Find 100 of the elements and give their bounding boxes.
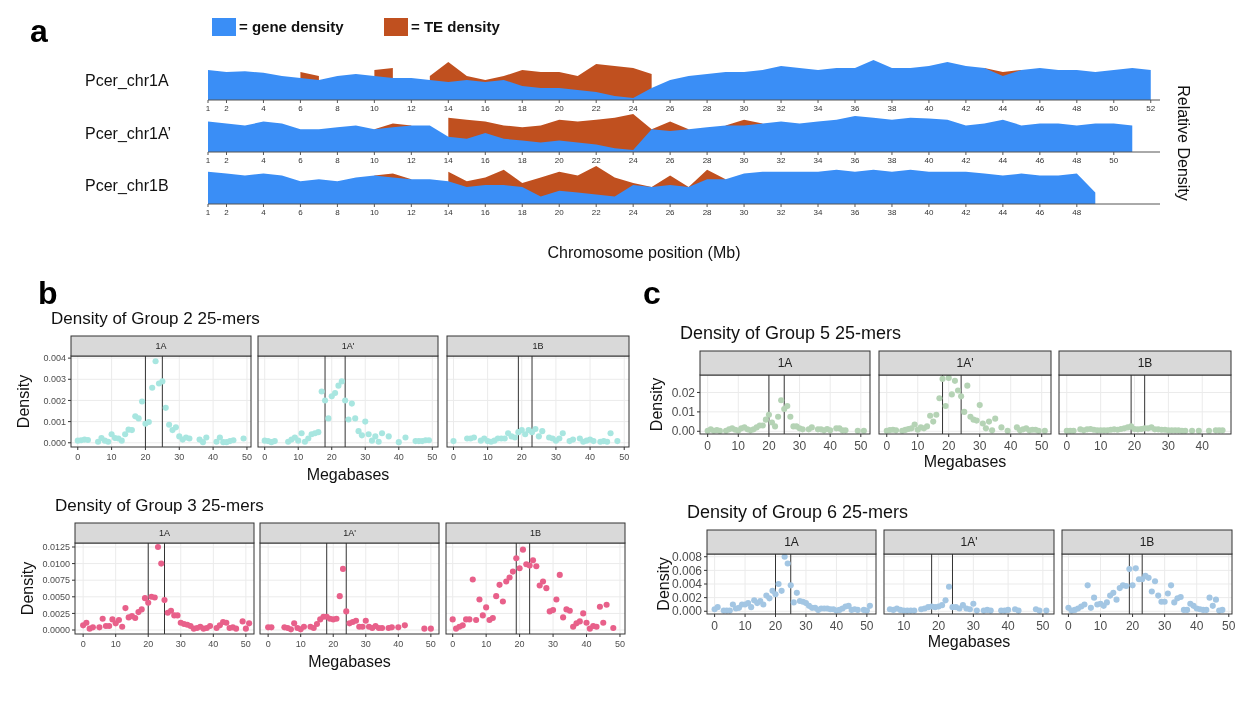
x-tick-label: 40 [585, 452, 596, 462]
chart-subtitle: 1B [1137, 356, 1153, 371]
legend-label: = gene density [239, 18, 345, 35]
x-tick-label: 40 [1004, 439, 1018, 453]
y-axis-title: Density [655, 557, 672, 611]
x-tick-label: 16 [480, 104, 491, 113]
chart-subtitle: 1A' [956, 356, 974, 371]
x-tick-label: 20 [514, 639, 525, 649]
text: b [38, 275, 58, 311]
x-tick-label: 0 [711, 619, 719, 633]
x-tick-label: 28 [702, 104, 713, 113]
x-tick-label: 20 [554, 208, 565, 217]
x-tick-label: 30 [174, 452, 185, 462]
x-tick-label: 50 [1035, 439, 1049, 453]
y-axis-title: Density [19, 561, 36, 616]
x-tick-label: 10 [1093, 439, 1108, 453]
x-tick-label: 16 [480, 208, 491, 217]
x-tick-label: 10 [295, 639, 306, 649]
x-tick-label: 20 [516, 452, 527, 462]
x-tick-label: 50 [860, 619, 874, 633]
y-tick-label: 0.002 [671, 590, 703, 605]
y-tick-label: 0.006 [671, 563, 703, 578]
chart-subtitle: 1A' [960, 535, 978, 550]
x-tick-label: 44 [998, 208, 1008, 217]
x-axis-title: Chromosome position (Mb) [547, 244, 741, 261]
y-tick-label: 0.001 [43, 416, 66, 427]
x-axis-title: Megabases [306, 466, 390, 483]
x-tick-label: 20 [328, 639, 339, 649]
x-tick-label: 34 [813, 104, 824, 113]
x-tick-label: 12 [406, 208, 417, 217]
x-tick-label: 0 [704, 439, 712, 453]
x-tick-label: 20 [554, 156, 565, 165]
x-tick-label: 48 [1072, 104, 1082, 113]
chart-subtitle: 1A [155, 341, 167, 352]
x-tick-label: 4 [261, 104, 267, 113]
x-tick-label: 30 [360, 639, 371, 649]
x-tick-label: 22 [591, 104, 602, 113]
x-tick-label: 18 [517, 156, 528, 165]
x-tick-label: 20 [931, 619, 946, 633]
x-tick-label: 2 [224, 156, 230, 165]
x-tick-label: 10 [110, 639, 121, 649]
y-tick-label: 0.002 [43, 395, 66, 406]
x-tick-label: 30 [973, 439, 987, 453]
x-tick-label: 10 [293, 452, 304, 462]
text: c [643, 275, 661, 311]
x-tick-label: 10 [911, 439, 925, 453]
x-tick-label: 12 [406, 104, 417, 113]
x-tick-label: 20 [762, 439, 776, 453]
chart-subtitle: 1A [784, 535, 799, 550]
x-tick-label: 34 [813, 156, 824, 165]
x-tick-label: 40 [823, 439, 838, 453]
x-tick-label: 50 [854, 439, 868, 453]
x-tick-label: 40 [208, 452, 219, 462]
x-tick-label: 10 [106, 452, 117, 462]
x-tick-label: 50 [1109, 156, 1119, 165]
chart-subtitle: 1A' [343, 528, 357, 539]
x-tick-label: 32 [776, 104, 787, 113]
x-tick-label: 40 [393, 452, 404, 462]
x-tick-label: 10 [897, 619, 911, 633]
x-tick-label: 28 [702, 156, 713, 165]
x-tick-label: 50 [240, 639, 251, 649]
x-tick-label: 30 [360, 452, 371, 462]
y-axis-title: Density [15, 374, 32, 429]
y-axis-title: Density [648, 377, 665, 432]
x-tick-label: 30 [799, 619, 813, 633]
x-tick-label: 0 [450, 639, 456, 649]
x-tick-label: 36 [850, 156, 860, 165]
y-tick-label: 0.008 [671, 549, 703, 564]
x-tick-label: 20 [326, 452, 337, 462]
x-tick-label: 50 [1222, 619, 1236, 633]
x-tick-label: 50 [241, 452, 252, 462]
x-tick-label: 20 [554, 104, 565, 113]
x-tick-label: 30 [739, 208, 750, 217]
x-tick-label: 0 [450, 452, 456, 462]
x-tick-label: 1 [205, 156, 211, 165]
x-tick-label: 20 [942, 439, 956, 453]
x-tick-label: 24 [628, 104, 639, 113]
x-tick-label: 42 [961, 156, 971, 165]
x-tick-label: 10 [738, 619, 753, 633]
x-tick-label: 30 [1157, 619, 1172, 633]
x-tick-label: 4 [261, 156, 267, 165]
x-tick-label: 40 [1190, 619, 1204, 633]
x-tick-label: 6 [298, 208, 304, 217]
x-tick-label: 0 [262, 452, 268, 462]
x-tick-label: 2 [224, 208, 230, 217]
x-tick-label: 40 [829, 619, 844, 633]
chart-title: Density of Group 5 25-mers [680, 323, 902, 343]
legend-label: = TE density [411, 18, 501, 35]
x-tick-label: 24 [628, 208, 639, 217]
y-tick-label: 0.004 [671, 577, 703, 592]
x-tick-label: 20 [140, 452, 151, 462]
x-tick-label: 40 [581, 639, 592, 649]
y-tick-label: 0.02 [671, 385, 696, 400]
x-tick-label: 2 [224, 104, 230, 113]
x-tick-label: 38 [887, 208, 897, 217]
x-tick-label: 4 [261, 208, 267, 217]
chart-subtitle: 1A' [341, 341, 355, 352]
x-tick-label: 14 [443, 156, 454, 165]
x-tick-label: 24 [628, 156, 639, 165]
x-tick-label: 44 [998, 104, 1008, 113]
